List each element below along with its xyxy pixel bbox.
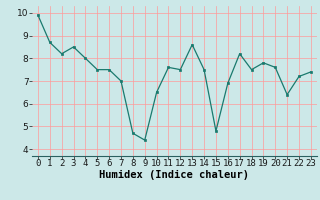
X-axis label: Humidex (Indice chaleur): Humidex (Indice chaleur): [100, 170, 249, 180]
